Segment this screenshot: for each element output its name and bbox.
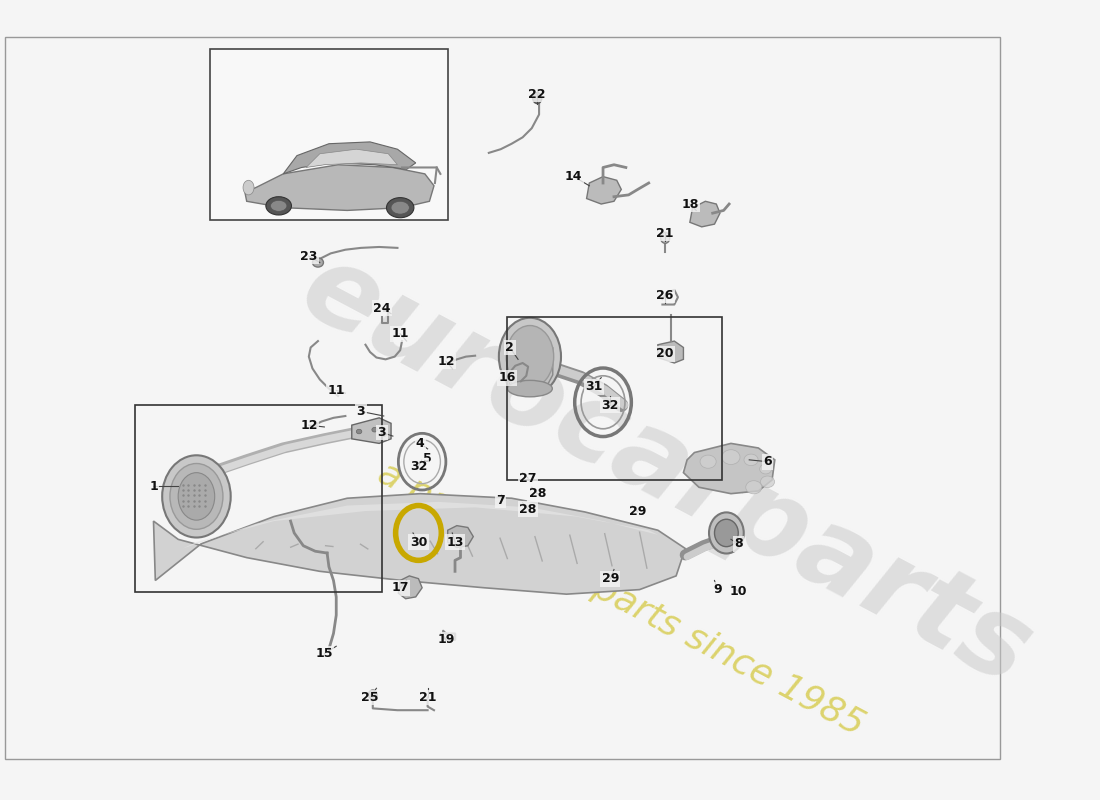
Text: 13: 13 <box>447 535 464 549</box>
Text: 28: 28 <box>519 502 537 516</box>
Text: 3: 3 <box>377 426 386 439</box>
Polygon shape <box>183 502 658 549</box>
Ellipse shape <box>381 432 386 437</box>
Polygon shape <box>508 347 553 394</box>
Bar <box>210 49 448 219</box>
Ellipse shape <box>744 454 758 466</box>
Ellipse shape <box>760 464 772 474</box>
Polygon shape <box>398 576 422 598</box>
Text: 4: 4 <box>416 437 425 450</box>
Bar <box>507 318 722 480</box>
Polygon shape <box>448 526 473 547</box>
Text: 1: 1 <box>150 480 158 493</box>
Ellipse shape <box>710 512 744 554</box>
Polygon shape <box>306 150 397 167</box>
Ellipse shape <box>169 463 223 530</box>
Polygon shape <box>658 341 683 363</box>
Ellipse shape <box>368 690 377 699</box>
Ellipse shape <box>356 430 362 434</box>
Text: 28: 28 <box>529 487 546 500</box>
Text: 9: 9 <box>713 583 722 596</box>
Ellipse shape <box>266 197 292 215</box>
Ellipse shape <box>372 427 377 432</box>
Polygon shape <box>690 202 721 227</box>
Polygon shape <box>245 165 434 210</box>
Ellipse shape <box>532 93 542 103</box>
Ellipse shape <box>312 258 323 267</box>
Text: 21: 21 <box>419 691 437 704</box>
Ellipse shape <box>386 198 414 218</box>
Polygon shape <box>352 418 392 443</box>
Text: 30: 30 <box>410 535 427 549</box>
Ellipse shape <box>178 473 215 520</box>
Text: 5: 5 <box>424 453 432 466</box>
Text: 7: 7 <box>496 494 505 506</box>
Text: a passion for parts since 1985: a passion for parts since 1985 <box>372 455 870 742</box>
Text: 10: 10 <box>729 585 747 598</box>
Text: 29: 29 <box>629 506 647 518</box>
Ellipse shape <box>700 455 716 468</box>
Ellipse shape <box>746 481 762 494</box>
Text: 25: 25 <box>361 691 378 704</box>
Ellipse shape <box>715 519 738 546</box>
Text: eurocarparts: eurocarparts <box>285 234 1049 708</box>
Ellipse shape <box>162 455 231 538</box>
Text: 27: 27 <box>519 472 537 485</box>
Ellipse shape <box>722 450 740 465</box>
Text: 3: 3 <box>356 405 365 418</box>
Polygon shape <box>283 142 416 174</box>
Ellipse shape <box>243 180 254 195</box>
Text: 23: 23 <box>300 250 318 262</box>
Text: 32: 32 <box>410 460 427 473</box>
Text: 32: 32 <box>602 398 619 411</box>
Ellipse shape <box>506 326 553 388</box>
Text: 2: 2 <box>506 341 514 354</box>
Ellipse shape <box>661 232 670 243</box>
Ellipse shape <box>507 380 552 397</box>
Polygon shape <box>683 443 774 494</box>
Text: 18: 18 <box>681 198 698 210</box>
Text: 14: 14 <box>565 170 583 183</box>
Text: 20: 20 <box>657 347 674 360</box>
Text: 15: 15 <box>316 647 333 660</box>
Polygon shape <box>586 177 622 204</box>
Text: 11: 11 <box>392 327 409 340</box>
Polygon shape <box>154 494 685 594</box>
Text: 19: 19 <box>437 634 454 646</box>
Text: 11: 11 <box>328 384 345 397</box>
Ellipse shape <box>760 476 774 487</box>
Text: 24: 24 <box>373 302 390 314</box>
Text: 26: 26 <box>657 289 674 302</box>
Text: 12: 12 <box>300 418 318 432</box>
Ellipse shape <box>499 318 561 395</box>
Text: 21: 21 <box>657 226 674 240</box>
Text: 17: 17 <box>392 582 409 594</box>
Text: 22: 22 <box>528 88 546 101</box>
Ellipse shape <box>392 202 409 214</box>
Text: 29: 29 <box>602 572 619 585</box>
Text: 8: 8 <box>734 538 742 550</box>
Ellipse shape <box>271 200 287 211</box>
Text: 31: 31 <box>585 380 603 394</box>
Text: 6: 6 <box>763 455 772 468</box>
Text: 16: 16 <box>498 371 516 384</box>
Text: 12: 12 <box>437 354 454 368</box>
Bar <box>135 405 382 592</box>
